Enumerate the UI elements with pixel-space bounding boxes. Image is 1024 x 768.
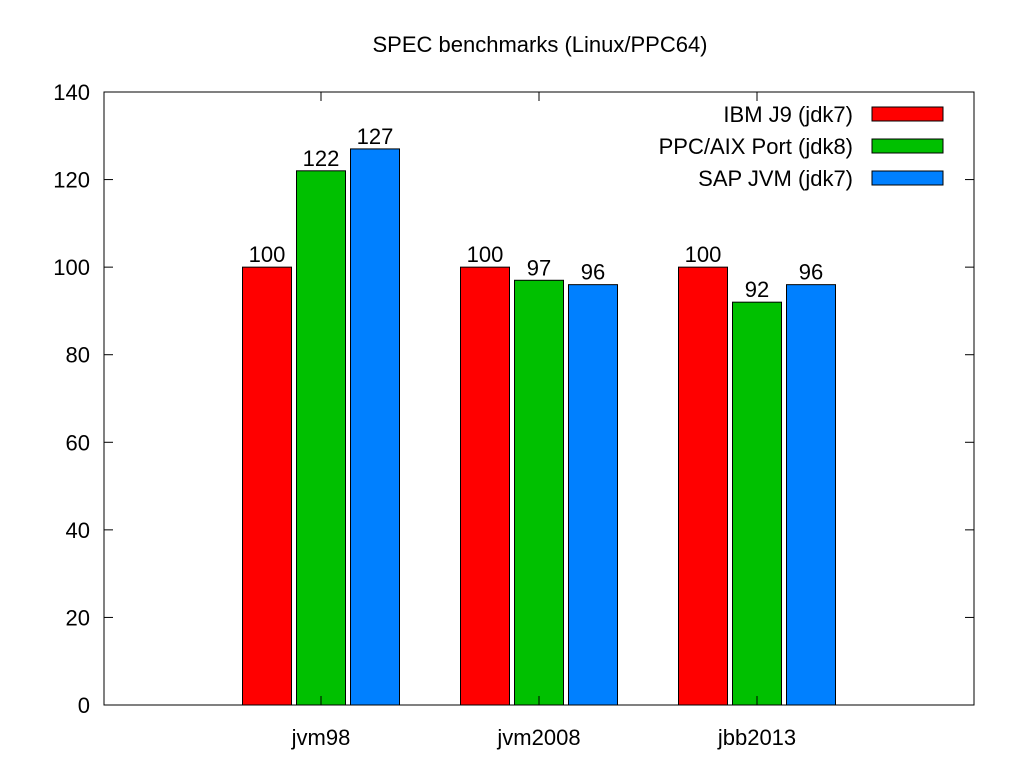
y-tick-label: 0 [78, 693, 90, 718]
legend: IBM J9 (jdk7) PPC/AIX Port (jdk8) SAP JVM … [659, 102, 944, 191]
legend-label: SAP JVM (jdk7) [698, 166, 853, 191]
legend-swatch [871, 106, 944, 122]
chart-title: SPEC benchmarks (Linux/PPC64) [372, 32, 707, 57]
y-tick-label: 80 [66, 343, 90, 368]
x-tick-label: jvm2008 [496, 725, 580, 750]
bar-value-label: 100 [685, 242, 722, 267]
bar-value-label: 96 [799, 260, 823, 285]
bar [568, 284, 618, 706]
x-tick-label: jbb2013 [717, 725, 796, 750]
legend-swatch [871, 170, 944, 186]
plot-frame [103, 91, 975, 706]
bar [296, 170, 346, 706]
bar-value-label: 122 [303, 146, 340, 171]
legend-swatch [871, 138, 944, 154]
bar [350, 148, 400, 706]
y-tick-label: 100 [53, 255, 90, 280]
bar-value-label: 100 [467, 242, 504, 267]
bar-value-label: 96 [581, 260, 605, 285]
bar [242, 266, 292, 706]
bar [786, 284, 836, 706]
y-tick-label: 60 [66, 430, 90, 455]
y-tick-label: 20 [66, 605, 90, 630]
y-axis: 0 20 40 60 80 100 120 140 [53, 80, 974, 718]
bar [514, 279, 564, 706]
y-tick-label: 40 [66, 518, 90, 543]
bars-group: 100 122 127 100 97 96 100 92 96 [242, 124, 836, 706]
x-tick-label: jvm98 [291, 725, 351, 750]
y-tick-label: 140 [53, 80, 90, 105]
legend-label: PPC/AIX Port (jdk8) [659, 134, 853, 159]
bar [678, 266, 728, 706]
x-axis: jvm98 jvm2008 jbb2013 [291, 92, 796, 750]
bar-value-label: 127 [357, 124, 394, 149]
y-tick-label: 120 [53, 168, 90, 193]
bar-value-label: 97 [527, 255, 551, 280]
bar [732, 301, 782, 706]
bar [460, 266, 510, 706]
bar-value-label: 92 [745, 277, 769, 302]
legend-label: IBM J9 (jdk7) [723, 102, 853, 127]
bar-value-label: 100 [249, 242, 286, 267]
